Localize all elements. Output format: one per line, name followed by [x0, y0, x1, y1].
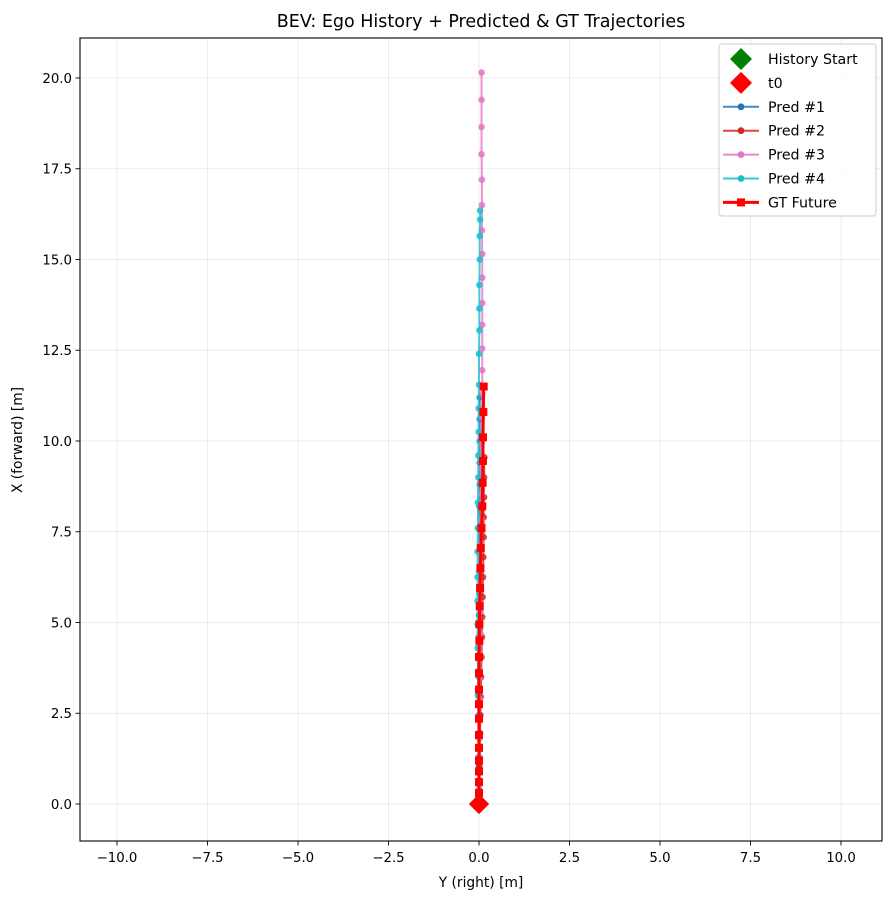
- x-tick-label: −10.0: [97, 851, 138, 866]
- y-tick-label: 12.5: [42, 344, 72, 359]
- square-marker: [475, 602, 484, 611]
- y-tick-label: 15.0: [42, 253, 72, 268]
- square-marker: [475, 756, 483, 765]
- series-gt-future: [475, 382, 488, 808]
- square-marker: [477, 524, 486, 533]
- legend-label: Pred #4: [768, 172, 825, 188]
- square-marker: [475, 767, 483, 776]
- x-tick-label: 10.0: [826, 851, 856, 866]
- square-marker: [476, 544, 485, 553]
- circle-marker: [478, 201, 486, 209]
- x-tick-label: 0.0: [468, 851, 489, 866]
- circle-marker: [478, 69, 485, 76]
- legend-item-pred-3: Pred #3: [723, 148, 825, 164]
- series-layer: [469, 69, 489, 814]
- legend-box: [718, 43, 877, 217]
- legend-item-pred-1: Pred #1: [723, 100, 825, 116]
- square-marker: [475, 636, 484, 645]
- circle-marker: [478, 176, 486, 183]
- legend-circle-icon: [737, 175, 745, 182]
- y-tick-label: 5.0: [51, 616, 72, 631]
- plot-content: [469, 69, 489, 814]
- x-tick-label: −2.5: [372, 851, 404, 866]
- legend-item-pred-4: Pred #4: [723, 172, 825, 188]
- x-tick-label: −5.0: [282, 851, 314, 866]
- legend-diamond-icon: [730, 48, 752, 70]
- t0-diamond-marker: [469, 794, 489, 814]
- circle-marker: [478, 366, 486, 374]
- circle-marker: [478, 274, 486, 281]
- legend: History Start t0 Pred #1 Pred #2 Pred #3 Pred…: [718, 43, 877, 217]
- x-axis-ticks: −10.0 −7.5 −5.0 −2.5 0.0 2.5 5.0 7.5 10.0: [97, 841, 856, 866]
- square-marker: [475, 669, 483, 678]
- legend-circle-icon: [737, 127, 745, 135]
- legend-label: Pred #2: [768, 124, 825, 140]
- square-marker: [475, 620, 484, 629]
- y-axis-ticks: 0.0 2.5 5.0 7.5 10.0 12.5 15.0 17.5 20.0: [42, 72, 80, 813]
- chart-title: BEV: Ego History + Predicted & GT Trajec…: [277, 12, 685, 32]
- x-axis-label: Y (right) [m]: [438, 875, 524, 891]
- circle-marker: [478, 123, 485, 131]
- x-tick-label: −7.5: [191, 851, 223, 866]
- square-marker: [475, 700, 483, 709]
- legend-circle-icon: [737, 151, 745, 159]
- circle-marker: [478, 96, 485, 104]
- square-marker: [478, 456, 487, 465]
- circle-marker: [478, 299, 486, 307]
- square-marker: [479, 382, 488, 391]
- circle-marker: [476, 326, 483, 334]
- circle-marker: [476, 305, 483, 312]
- legend-label: History Start: [768, 52, 858, 68]
- y-tick-label: 2.5: [51, 707, 72, 722]
- x-tick-label: 2.5: [559, 851, 580, 866]
- square-marker: [475, 685, 483, 694]
- circle-marker: [478, 150, 485, 158]
- y-tick-label: 10.0: [42, 435, 72, 450]
- y-tick-label: 20.0: [42, 72, 72, 87]
- square-marker: [476, 584, 485, 593]
- circle-marker: [476, 216, 484, 223]
- square-marker: [475, 743, 483, 752]
- legend-item-pred-2: Pred #2: [723, 124, 825, 140]
- circle-marker: [476, 256, 484, 263]
- square-marker: [475, 789, 483, 798]
- legend-circle-icon: [737, 103, 745, 111]
- plot-frame: [79, 37, 883, 842]
- circle-marker: [478, 345, 486, 352]
- square-marker: [475, 714, 483, 723]
- circle-marker: [476, 232, 484, 240]
- square-marker: [478, 478, 487, 487]
- square-marker: [478, 502, 487, 511]
- y-tick-label: 17.5: [42, 163, 72, 178]
- y-axis-label: X (forward) [m]: [10, 387, 26, 493]
- legend-label: Pred #3: [768, 148, 825, 164]
- x-tick-label: 5.0: [649, 851, 670, 866]
- x-tick-label: 7.5: [740, 851, 761, 866]
- square-marker: [479, 407, 488, 416]
- legend-item-t0: t0: [730, 71, 783, 94]
- legend-label: Pred #1: [768, 100, 825, 116]
- circle-marker: [475, 350, 483, 358]
- legend-item-history-start: History Start: [730, 48, 858, 70]
- legend-label: GT Future: [768, 195, 837, 211]
- y-tick-label: 7.5: [51, 526, 72, 541]
- square-marker: [476, 564, 485, 573]
- circle-marker: [476, 281, 483, 289]
- y-tick-label: 0.0: [51, 798, 72, 813]
- legend-item-gt-future: GT Future: [723, 195, 837, 211]
- circle-marker: [476, 207, 484, 214]
- legend-label: t0: [768, 76, 783, 92]
- legend-diamond-icon: [730, 71, 752, 94]
- square-marker: [475, 652, 483, 661]
- square-marker: [475, 778, 483, 787]
- circle-marker: [478, 321, 486, 329]
- square-marker: [475, 731, 483, 740]
- legend-square-icon: [737, 198, 745, 207]
- square-marker: [478, 433, 487, 442]
